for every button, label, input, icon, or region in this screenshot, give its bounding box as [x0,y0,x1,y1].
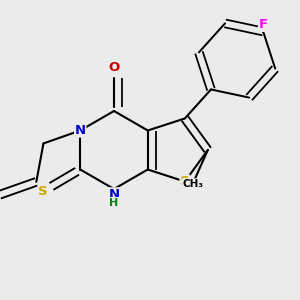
Text: S: S [38,185,48,198]
Text: H: H [110,197,118,208]
Text: F: F [259,18,268,32]
Text: N: N [108,188,120,201]
Text: N: N [75,124,86,137]
Text: S: S [180,175,190,188]
Text: CH₃: CH₃ [182,179,203,189]
Text: O: O [108,61,120,74]
